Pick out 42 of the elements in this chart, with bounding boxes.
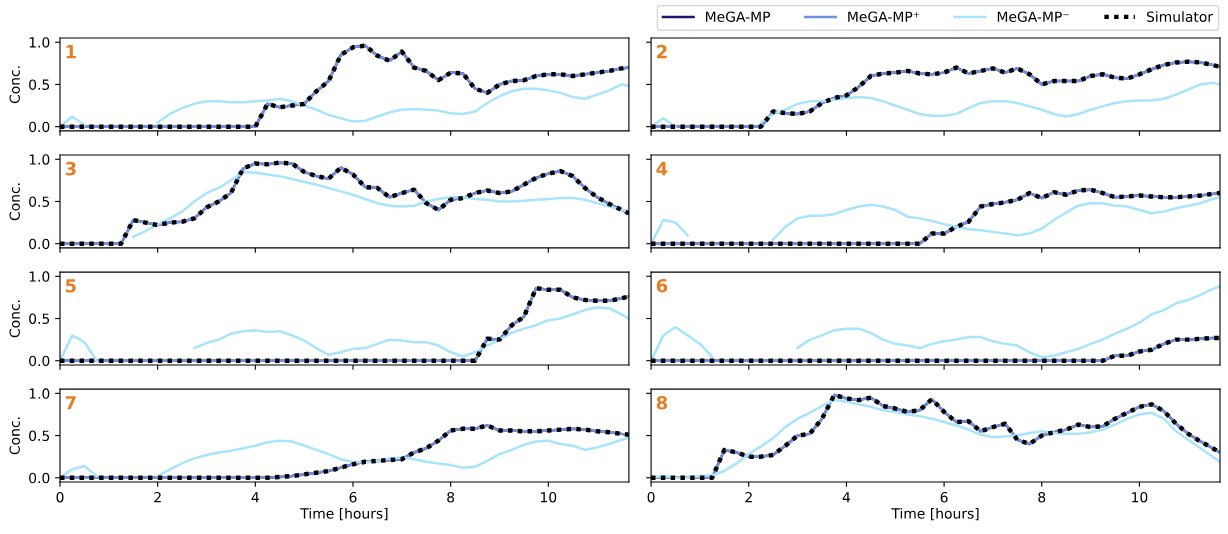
legend-label: MeGA-MP⁻ (997, 11, 1069, 22)
y-tick-label: 0.5 (29, 430, 50, 442)
x-tick-label: 4 (842, 492, 851, 503)
y-axis-title: Conc. (9, 417, 20, 455)
y-tick-label: 0.0 (29, 355, 50, 367)
legend-label: MeGA-MP (706, 11, 771, 22)
x-tick-label: 4 (251, 492, 259, 503)
x-tick-label: 8 (447, 491, 455, 503)
x-axis-title: Time [hours] (891, 507, 979, 521)
annotation: 2 (657, 44, 667, 59)
x-tick-label: 6 (940, 491, 948, 503)
x-tick-label: 2 (745, 491, 752, 503)
x-tick-label: 0 (647, 491, 655, 503)
x-tick-label: 10 (1132, 491, 1148, 503)
y-axis-title: Conc. (9, 66, 20, 104)
y-tick-label: 0.5 (29, 79, 50, 90)
y-tick-label: 1.0 (29, 271, 50, 282)
y-tick-label: 0.5 (29, 313, 50, 324)
y-tick-label: 0.5 (29, 196, 50, 207)
annotation: 8 (656, 395, 668, 410)
x-tick-label: 0 (56, 491, 64, 503)
y-tick-label: 0.0 (29, 472, 50, 484)
y-tick-label: 0.0 (29, 238, 50, 250)
y-tick-label: 1.0 (29, 37, 50, 48)
x-tick-label: 8 (1038, 491, 1046, 503)
y-tick-label: 0.0 (29, 121, 50, 133)
annotation: 3 (65, 161, 76, 176)
annotation: 5 (65, 279, 76, 293)
legend-label: MeGA-MP⁺ (848, 11, 920, 22)
legend-label: Simulator (1146, 11, 1214, 22)
x-tick-label: 10 (541, 491, 557, 503)
y-axis-title: Conc. (9, 300, 20, 338)
x-axis-title: Time [hours] (300, 507, 388, 521)
y-axis-title: Conc. (9, 183, 20, 221)
y-tick-label: 1.0 (29, 388, 50, 399)
x-tick-label: 6 (349, 491, 357, 503)
annotation: 6 (656, 278, 668, 293)
x-tick-label: 2 (154, 491, 161, 503)
y-tick-label: 1.0 (29, 154, 50, 165)
annotation: 1 (66, 45, 76, 59)
annotation: 4 (656, 162, 668, 176)
annotation: 7 (65, 396, 76, 410)
